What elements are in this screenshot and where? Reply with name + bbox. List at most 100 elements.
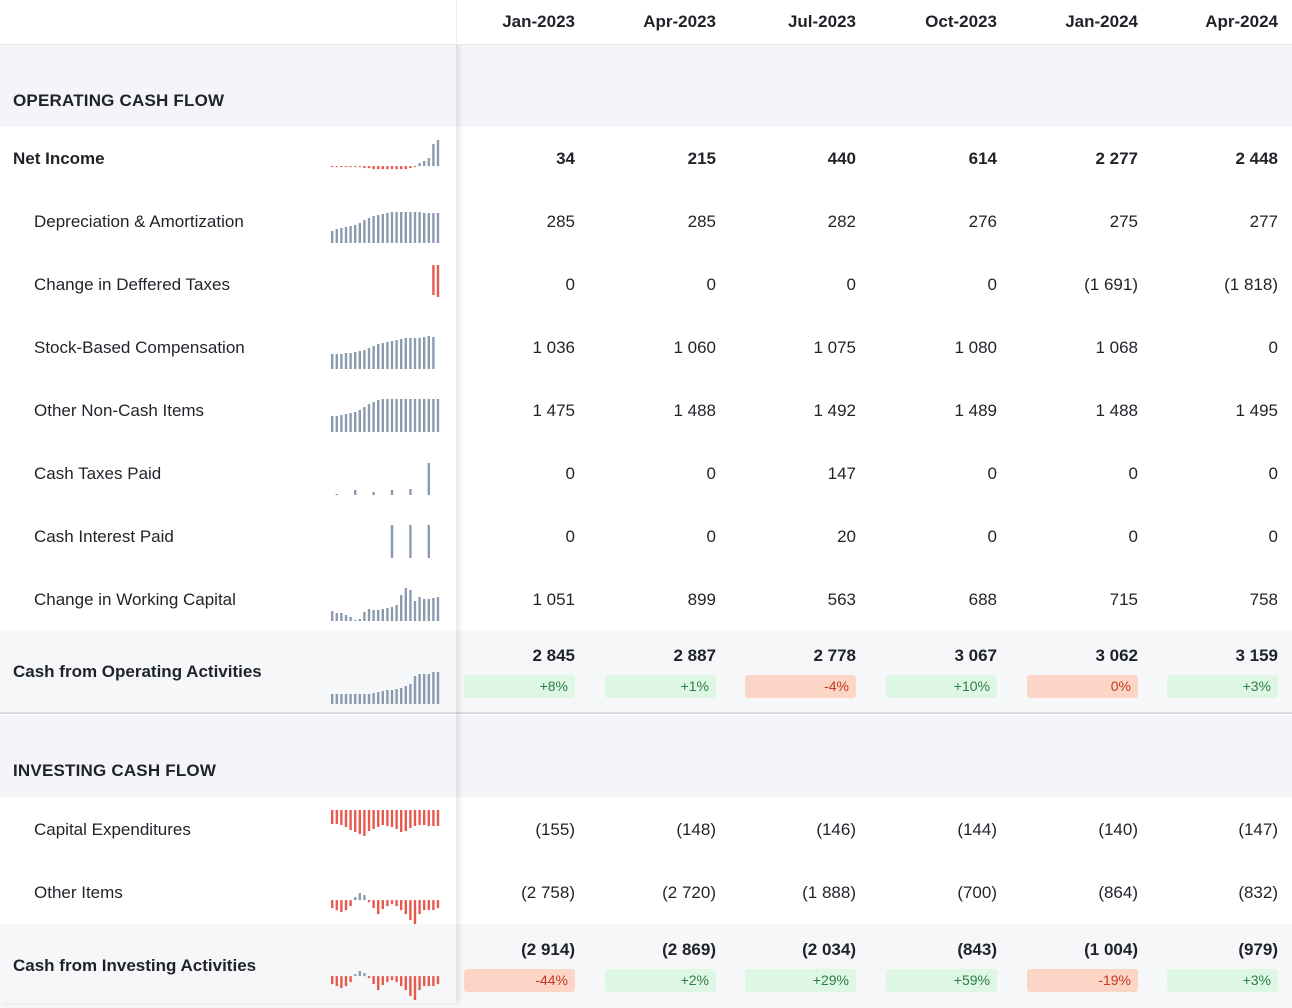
table-row[interactable]: Change in Deffered Taxes 0 0 0 0 (1 691) (1 81… (0, 253, 1292, 316)
value-cell[interactable]: 1 051 (532, 590, 575, 609)
value-cell[interactable]: 20 (837, 527, 856, 546)
value-cell[interactable]: 2 277 (1095, 149, 1138, 168)
value-cell[interactable]: 1 080 (954, 338, 997, 357)
table-row[interactable]: Other Non-Cash Items 1 475 1 488 1 492 1 489… (0, 379, 1292, 442)
value-cell[interactable]: 614 (968, 149, 997, 168)
value-cell[interactable]: 0 (706, 275, 716, 294)
value-cell[interactable]: (1 888) (802, 883, 856, 902)
spark-bar (335, 354, 338, 369)
value-cell[interactable]: 0 (987, 527, 997, 546)
value-cell[interactable]: 147 (827, 464, 856, 483)
value-cell[interactable]: 440 (827, 149, 856, 168)
total-value-cell[interactable]: 3 159 (1235, 646, 1278, 665)
value-cell[interactable]: 0 (1268, 527, 1278, 546)
total-value-cell[interactable]: 3 067 (954, 646, 997, 665)
value-cell[interactable]: 0 (987, 464, 997, 483)
value-cell[interactable]: 0 (1268, 338, 1278, 357)
value-cell[interactable]: (140) (1098, 820, 1138, 839)
value-cell[interactable]: (2 758) (521, 883, 575, 902)
value-cell[interactable]: (864) (1098, 883, 1138, 902)
change-badge: +3% (1167, 969, 1278, 992)
table-row[interactable]: Cash Taxes Paid 0 0 147 0 0 0 (0, 442, 1292, 505)
value-cell[interactable]: 0 (565, 275, 575, 294)
table-row[interactable]: Depreciation & Amortization 285 285 282 276 2… (0, 190, 1292, 253)
value-cell[interactable]: (155) (535, 820, 575, 839)
table-row[interactable]: Net Income 34 215 440 614 2 277 2 448 (0, 127, 1292, 190)
total-value-cell[interactable]: (2 914) (521, 940, 575, 959)
total-value-cell[interactable]: 2 887 (673, 646, 716, 665)
total-value-cell[interactable]: (2 034) (802, 940, 856, 959)
total-row[interactable]: Cash from Operating Activities 2 845 +8% 2 … (0, 630, 1292, 714)
value-cell[interactable]: 0 (706, 527, 716, 546)
table-row[interactable]: Capital Expenditures (155) (148) (146) (144)… (0, 798, 1292, 861)
value-cell[interactable]: 1 488 (1095, 401, 1138, 420)
value-cell[interactable]: 282 (827, 212, 856, 231)
value-cell[interactable]: 715 (1109, 590, 1138, 609)
value-cell[interactable]: (147) (1238, 820, 1278, 839)
total-value-cell[interactable]: (843) (957, 940, 997, 959)
spark-bar (367, 976, 371, 979)
value-cell[interactable]: (1 691) (1084, 275, 1138, 294)
column-header-jan-2024[interactable]: Jan-2024 (1065, 12, 1138, 31)
value-cell[interactable]: 285 (687, 212, 716, 231)
value-cell[interactable]: 688 (968, 590, 997, 609)
value-cell[interactable]: (2 720) (662, 883, 716, 902)
value-cell[interactable]: 2 448 (1235, 149, 1278, 168)
change-badge: +8% (464, 675, 575, 698)
value-cell[interactable]: 276 (968, 212, 997, 231)
value-cell[interactable]: 1 495 (1235, 401, 1278, 420)
spark-bar (413, 900, 417, 924)
value-cell[interactable]: 1 475 (532, 401, 575, 420)
value-cell[interactable]: (146) (816, 820, 856, 839)
table-row[interactable]: Cash Interest Paid 0 0 20 0 0 0 (0, 505, 1292, 568)
row-sparkline (318, 190, 455, 253)
value-cell[interactable]: 285 (546, 212, 575, 231)
table-row[interactable]: Other Items (2 758) (2 720) (1 888) (700) (86… (0, 861, 1292, 924)
value-cell[interactable]: 1 068 (1095, 338, 1138, 357)
value-cell[interactable]: 277 (1249, 212, 1278, 231)
value-cell[interactable]: (148) (676, 820, 716, 839)
spark-bar (386, 213, 389, 243)
value-cell[interactable]: (1 818) (1224, 275, 1278, 294)
column-header-jul-2023[interactable]: Jul-2023 (787, 12, 856, 31)
column-header-oct-2023[interactable]: Oct-2023 (925, 12, 997, 31)
spark-bar (354, 620, 357, 621)
column-header-apr-2023[interactable]: Apr-2023 (643, 12, 716, 31)
value-cell[interactable]: 0 (987, 275, 997, 294)
value-cell[interactable]: 0 (846, 275, 856, 294)
value-cell[interactable]: 1 036 (532, 338, 575, 357)
value-cell[interactable]: 0 (706, 464, 716, 483)
row-label: Other Non-Cash Items (34, 401, 205, 420)
column-header-apr-2024[interactable]: Apr-2024 (1205, 12, 1278, 31)
value-cell[interactable]: 1 488 (673, 401, 716, 420)
table-row[interactable]: Change in Working Capital 1 051 899 563 688 7… (0, 568, 1292, 631)
value-cell[interactable]: (700) (957, 883, 997, 902)
value-cell[interactable]: 758 (1249, 590, 1278, 609)
total-row[interactable]: Cash from Investing Activities (2 914) -44… (0, 924, 1292, 1008)
value-cell[interactable]: 1 060 (673, 338, 716, 357)
value-cell[interactable]: (144) (957, 820, 997, 839)
spark-bar (358, 351, 361, 369)
value-cell[interactable]: 1 492 (813, 401, 856, 420)
table-row[interactable]: Stock-Based Compensation 1 036 1 060 1 075 1… (0, 316, 1292, 379)
value-cell[interactable]: 215 (687, 149, 716, 168)
value-cell[interactable]: 0 (1268, 464, 1278, 483)
value-cell[interactable]: 275 (1109, 212, 1138, 231)
total-value-cell[interactable]: (979) (1238, 940, 1278, 959)
value-cell[interactable]: 1 489 (954, 401, 997, 420)
total-value-cell[interactable]: (2 869) (662, 940, 716, 959)
value-cell[interactable]: 0 (1128, 464, 1138, 483)
value-cell[interactable]: 563 (827, 590, 856, 609)
total-value-cell[interactable]: 2 845 (532, 646, 575, 665)
column-header-jan-2023[interactable]: Jan-2023 (502, 12, 575, 31)
value-cell[interactable]: 1 075 (813, 338, 856, 357)
total-value-cell[interactable]: (1 004) (1084, 940, 1138, 959)
value-cell[interactable]: 0 (565, 464, 575, 483)
value-cell[interactable]: 0 (565, 527, 575, 546)
value-cell[interactable]: 0 (1128, 527, 1138, 546)
total-value-cell[interactable]: 3 062 (1095, 646, 1138, 665)
value-cell[interactable]: 34 (556, 149, 575, 168)
value-cell[interactable]: 899 (687, 590, 716, 609)
value-cell[interactable]: (832) (1238, 883, 1278, 902)
total-value-cell[interactable]: 2 778 (813, 646, 856, 665)
